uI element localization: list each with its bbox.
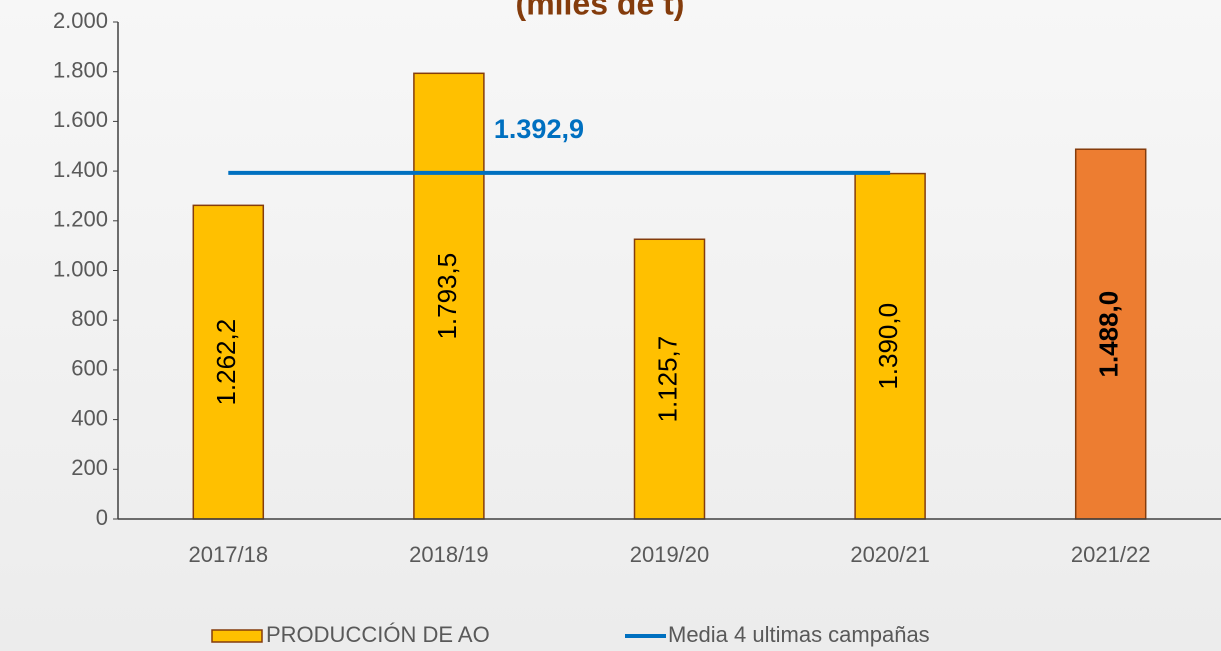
data-label: 1.793,5 <box>432 253 462 340</box>
y-tick-label: 800 <box>71 306 108 331</box>
y-tick-label: 2.000 <box>53 8 108 33</box>
data-label: 1.262,2 <box>211 319 241 406</box>
x-tick-label: 2019/20 <box>630 542 710 567</box>
x-tick-label: 2021/22 <box>1071 542 1151 567</box>
x-tick-label: 2018/19 <box>409 542 489 567</box>
x-tick-label: 2020/21 <box>850 542 930 567</box>
y-tick-label: 1.000 <box>53 256 108 281</box>
y-tick-label: 1.200 <box>53 207 108 232</box>
bar <box>1074 148 1147 520</box>
bar <box>192 204 265 520</box>
y-tick-label: 200 <box>71 455 108 480</box>
bar <box>413 72 485 520</box>
bar <box>633 238 706 520</box>
y-tick-label: 600 <box>71 356 108 381</box>
legend-label: PRODUCCIÓN DE AO <box>266 622 490 647</box>
data-label: 1.390,0 <box>873 303 903 390</box>
chart-title: (miles de t) <box>516 0 685 21</box>
y-tick-label: 1.600 <box>53 107 108 132</box>
y-tick-label: 0 <box>96 505 108 530</box>
data-label: 1.125,7 <box>652 336 682 423</box>
data-label: 1.392,9 <box>494 114 584 144</box>
y-tick-label: 400 <box>71 405 108 430</box>
legend-label: Media 4 ultimas campañas <box>668 622 930 647</box>
bar <box>854 172 926 520</box>
y-tick-label: 1.800 <box>53 58 108 83</box>
legend-swatch <box>211 629 263 643</box>
y-tick-label: 1.400 <box>53 157 108 182</box>
x-tick-label: 2017/18 <box>189 542 269 567</box>
data-label: 1.488,0 <box>1094 291 1124 378</box>
